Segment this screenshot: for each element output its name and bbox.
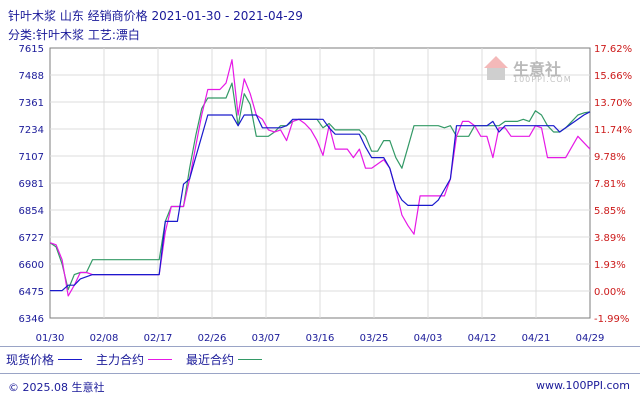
logo-body <box>487 68 505 80</box>
legend-swatch-spot <box>58 359 83 360</box>
y-tick-label-left: 7488 <box>19 71 44 82</box>
legend-label-main: 主力合约 <box>96 353 145 367</box>
x-tick-label: 02/17 <box>144 333 173 344</box>
y-tick-label-left: 7615 <box>19 44 44 55</box>
y-tick-label-right: 0.00% <box>594 287 626 298</box>
y-tick-label-right: 11.74% <box>594 125 632 136</box>
y-tick-label-left: 6727 <box>19 233 44 244</box>
x-tick-label: 04/29 <box>576 333 605 344</box>
y-tick-label-right: 15.66% <box>594 71 632 82</box>
x-tick-label: 03/16 <box>306 333 335 344</box>
series-line-0 <box>50 111 591 292</box>
y-tick-label-right: 17.62% <box>594 44 632 55</box>
y-tick-label-left: 7107 <box>19 152 44 163</box>
y-tick-label-right: 7.81% <box>594 179 626 190</box>
y-tick-label-right: 1.93% <box>594 260 626 271</box>
logo-roof <box>484 56 508 68</box>
legend-swatch-main <box>148 359 173 360</box>
y-tick-label-left: 6981 <box>19 179 44 190</box>
x-tick-label: 04/21 <box>522 333 551 344</box>
legend-divider <box>0 346 640 347</box>
y-tick-label-right: -1.99% <box>594 314 629 325</box>
site-link[interactable]: www.100PPI.com <box>536 379 630 392</box>
y-tick-label-right: 3.89% <box>594 233 626 244</box>
series-line-2 <box>49 82 591 291</box>
copyright: © 2025.08 生意社 <box>8 381 105 394</box>
y-tick-label-left: 6854 <box>19 206 44 217</box>
x-tick-label: 02/26 <box>198 333 227 344</box>
y-tick-label-right: 5.85% <box>594 206 626 217</box>
y-tick-label-left: 7234 <box>19 125 44 136</box>
watermark-brand: 生意社 <box>513 60 562 79</box>
y-tick-label-left: 7361 <box>19 98 44 109</box>
footer-divider <box>0 373 640 374</box>
y-tick-label-left: 6475 <box>19 287 44 298</box>
chart-subtitle: 分类:针叶木浆 工艺:漂白 <box>8 28 140 42</box>
x-tick-label: 04/12 <box>468 333 497 344</box>
x-tick-label: 01/30 <box>36 333 65 344</box>
x-tick-label: 04/03 <box>414 333 443 344</box>
y-tick-label-left: 6346 <box>19 314 44 325</box>
logo-icon <box>484 56 508 80</box>
y-tick-label-right: 9.78% <box>594 152 626 163</box>
y-tick-label-left: 6600 <box>19 260 44 271</box>
legend: 现货价格 主力合约 最近合约 <box>6 351 276 368</box>
chart-title: 针叶木浆 山东 经销商价格 2021-01-30 - 2021-04-29 <box>8 9 303 23</box>
legend-label-spot: 现货价格 <box>6 353 55 367</box>
x-tick-label: 03/25 <box>360 333 389 344</box>
y-tick-label-right: 13.70% <box>594 98 632 109</box>
legend-swatch-nearest <box>238 359 263 360</box>
legend-label-nearest: 最近合约 <box>186 353 235 367</box>
x-tick-label: 02/08 <box>90 333 119 344</box>
x-tick-label: 03/07 <box>252 333 281 344</box>
watermark-url: 100PPI.COM <box>513 75 572 84</box>
